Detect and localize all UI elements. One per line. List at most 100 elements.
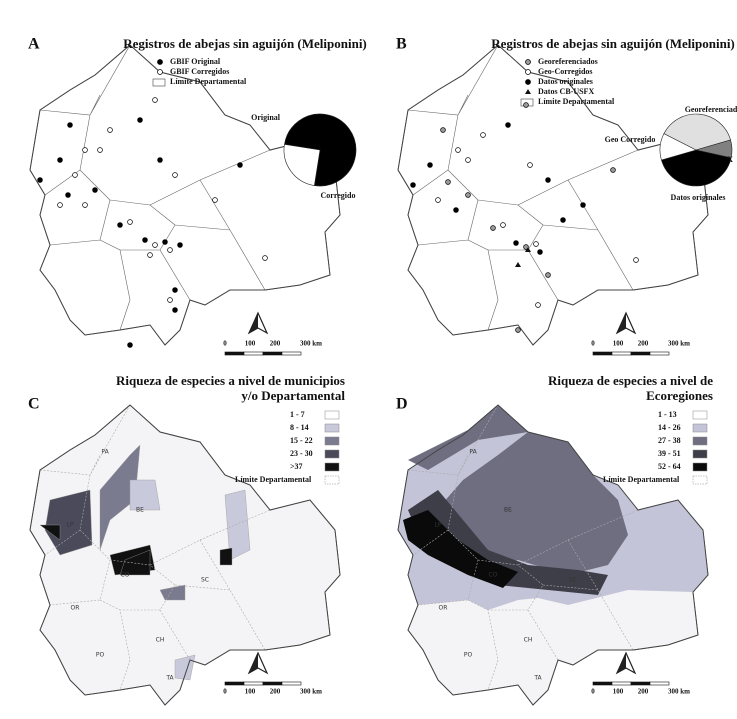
legend-swatch [692,475,708,485]
record-point [465,157,471,163]
panel-letter: B [396,36,407,53]
legend-label: 8 - 14 [290,423,309,432]
pie-label: Original [251,113,281,122]
department-label: BE [136,507,144,514]
scale-label: 100 [613,688,624,696]
panel-title: Registros de abejas sin aguijón (Melipon… [491,36,735,51]
record-point [445,179,451,185]
record-point [490,225,496,231]
scale-label: 100 [245,688,256,696]
record-point [212,197,218,203]
scale-bar [262,681,283,686]
record-point [137,117,143,123]
panel-title: y/o Departamental [241,388,345,403]
richness-area [129,479,161,511]
north-arrow [617,313,626,333]
department-label: OR [71,605,80,612]
department-label: CH [524,637,533,644]
record-point [72,172,78,178]
record-point [177,242,183,248]
department-label: BE [504,507,512,514]
record-point [610,167,616,173]
scale-label: 0 [591,340,595,348]
legend-swatch [692,449,708,459]
legend-swatch [692,436,708,446]
department-label: CH [156,637,165,644]
record-point [537,249,543,255]
scale-bar [592,681,613,686]
legend-swatch [324,449,340,459]
record-point [455,147,461,153]
scale-bar [281,681,302,686]
record-point [37,177,43,183]
department-label: PA [469,449,477,456]
scale-bar [243,681,264,686]
legend-label: Datos originales [538,77,593,86]
legend-label: 1 - 13 [658,410,677,419]
scale-label: 0 [223,688,227,696]
record-point [480,132,486,138]
record-point [65,192,71,198]
scale-bar [243,351,264,356]
legend-label: Límite Departamental [538,97,615,106]
record-point [172,287,178,293]
record-point [500,222,506,228]
ecoregion-area [408,405,528,470]
department-label: TA [165,675,174,682]
richness-area [119,549,151,576]
record-point [545,177,551,183]
scale-label: 100 [613,340,624,348]
scale-label: 200 [270,340,281,348]
record-point [535,302,541,308]
panel-letter: C [28,396,40,413]
record-point [57,157,63,163]
scale-bar [649,351,670,356]
richness-area [219,547,233,566]
record-point [580,202,586,208]
record-point [167,247,173,253]
record-point [92,187,98,193]
record-point [453,207,459,213]
legend-label: Límite Departamental [235,475,312,484]
record-point [523,244,529,250]
panel-title: Ecoregiones [646,388,713,403]
scale-bar [262,351,283,356]
richness-area [224,489,251,561]
ecoregion-area [408,490,608,595]
legend-label: Límite Departamental [170,77,247,86]
panel-letter: D [396,396,408,413]
legend-label: >37 [290,462,303,471]
scale-bar [630,681,651,686]
north-arrow [249,653,258,673]
record-point [57,202,63,208]
record-point [127,342,133,348]
north-arrow [249,313,258,333]
panel-title: Riqueza de especies a nivel de [548,373,713,388]
record-point [410,182,416,188]
legend-swatch [324,410,340,420]
legend-label: 15 - 22 [290,436,313,445]
ecoregion-area [403,510,518,588]
legend-label: GBIF Corregidos [170,67,229,76]
record-point [162,239,168,245]
panel-letter: A [28,36,40,53]
legend-swatch [157,69,163,75]
legend-swatch [152,78,166,87]
department-label: SC [201,577,209,584]
legend-swatch [525,89,531,94]
record-point [147,252,153,258]
legend-swatch [525,59,531,65]
record-point [440,127,446,133]
record-point [142,237,148,243]
record-point [633,257,639,263]
record-point [157,157,163,163]
department-label: LP [435,522,442,529]
pie-slice [659,133,697,161]
pie-slice [661,149,732,187]
legend-label: 23 - 30 [290,449,313,458]
scale-label: 0 [223,340,227,348]
record-point [237,162,243,168]
department-label: PA [101,449,109,456]
scale-bar [281,351,302,356]
